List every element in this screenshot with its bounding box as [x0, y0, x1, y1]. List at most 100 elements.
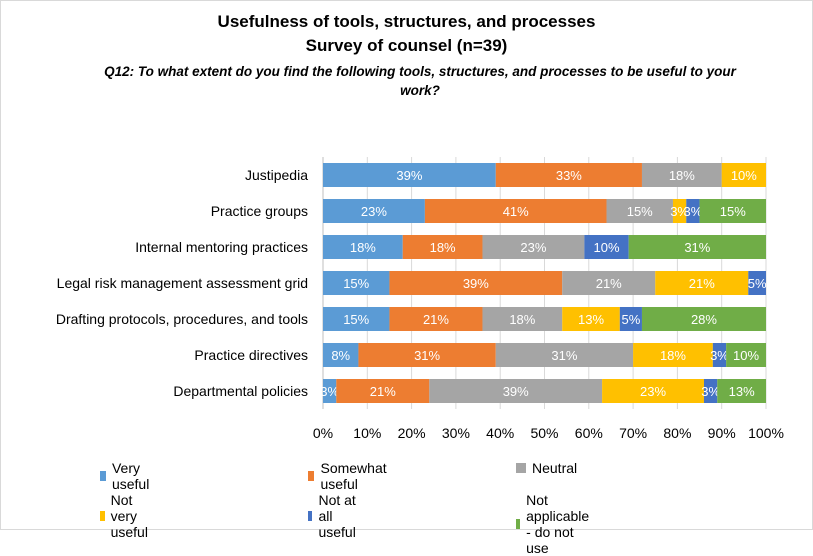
bar-segment: [358, 343, 496, 367]
data-label: 39%: [463, 276, 489, 291]
legend-item: Not at all useful: [308, 492, 361, 540]
legend-item: Not applicable - do not use: [516, 492, 595, 556]
x-tick-label: 40%: [486, 425, 514, 441]
data-label: 31%: [684, 240, 710, 255]
data-label: 18%: [430, 240, 456, 255]
data-label: 5%: [748, 276, 767, 291]
chart-title-line2: Survey of counsel (n=39): [305, 36, 508, 55]
data-label: 33%: [556, 168, 582, 183]
x-tick-label: 90%: [708, 425, 736, 441]
data-label: 10%: [733, 348, 759, 363]
bar-segment: [323, 343, 359, 367]
data-label: 15%: [343, 312, 369, 327]
legend-swatch: [100, 511, 105, 521]
data-label: 8%: [331, 348, 350, 363]
bar-segment: [562, 307, 620, 331]
data-label: 10%: [731, 168, 757, 183]
bar-segment: [686, 199, 700, 223]
data-label: 21%: [689, 276, 715, 291]
bar-segment: [429, 379, 603, 403]
bar-segment: [323, 235, 403, 259]
x-tick-label: 20%: [398, 425, 426, 441]
legend-swatch: [516, 463, 526, 473]
x-tick-label: 10%: [353, 425, 381, 441]
legend-label: Not applicable - do not use: [526, 492, 590, 556]
data-label: 13%: [729, 384, 755, 399]
legend-swatch: [100, 471, 106, 481]
data-label: 3%: [320, 384, 339, 399]
bar-segment: [703, 379, 718, 403]
category-label: Internal mentoring practices: [135, 239, 308, 255]
bar-segment: [323, 271, 390, 295]
legend-label: Very useful: [111, 460, 150, 492]
legend-item: Not very useful: [100, 492, 153, 540]
x-tick-label: 70%: [619, 425, 647, 441]
x-tick-label: 50%: [530, 425, 558, 441]
data-label: 39%: [503, 384, 529, 399]
data-label: 23%: [361, 204, 387, 219]
legend-label: Not very useful: [110, 492, 148, 540]
bar-segment: [584, 235, 629, 259]
data-label: 3%: [684, 204, 703, 219]
bar-segment: [389, 271, 563, 295]
legend-label: Not at all useful: [318, 492, 356, 540]
legend-item: Very useful: [100, 460, 153, 492]
chart-subtitle: Q12: To what extent do you find the foll…: [104, 64, 736, 98]
category-label: Drafting protocols, procedures, and tool…: [56, 311, 308, 327]
bar-segment: [323, 307, 390, 331]
data-label: 18%: [350, 240, 376, 255]
legend-label: Neutral: [532, 460, 578, 476]
bar-segment: [748, 271, 766, 295]
data-label: 39%: [396, 168, 422, 183]
category-label: Practice groups: [211, 203, 308, 219]
data-label: 15%: [627, 204, 653, 219]
data-label: 21%: [370, 384, 396, 399]
category-label: Departmental policies: [173, 383, 308, 399]
data-label: 18%: [509, 312, 535, 327]
bar-segment: [721, 163, 766, 187]
x-tick-label: 100%: [748, 425, 784, 441]
data-label: 23%: [640, 384, 666, 399]
data-label: 10%: [594, 240, 620, 255]
bar-segment: [633, 343, 713, 367]
data-label: 31%: [414, 348, 440, 363]
data-label: 5%: [621, 312, 640, 327]
legend-swatch: [516, 519, 521, 529]
legend-swatch: [308, 471, 315, 481]
bar-segment: [699, 199, 766, 223]
legend-label: Somewhat useful: [320, 460, 387, 492]
data-label: 21%: [423, 312, 449, 327]
bar-segment: [672, 199, 687, 223]
bar-segment: [323, 379, 337, 403]
bar-segment: [495, 163, 642, 187]
data-label: 31%: [551, 348, 577, 363]
data-label: 13%: [578, 312, 604, 327]
data-label: 18%: [669, 168, 695, 183]
data-label: 23%: [520, 240, 546, 255]
stacked-bar-chart: Justipedia 39% 33% 18% 10% Practice groups 23%…: [56, 157, 784, 441]
bar-segment: [323, 163, 496, 187]
data-label: 21%: [596, 276, 622, 291]
bar-segment: [323, 199, 425, 223]
bar-segment: [606, 199, 673, 223]
x-tick-label: 60%: [575, 425, 603, 441]
bar-segment: [336, 379, 430, 403]
data-label: 41%: [503, 204, 529, 219]
bar-segment: [641, 307, 766, 331]
bar-segment: [628, 235, 766, 259]
bar-segment: [482, 307, 563, 331]
bar-segment: [562, 271, 656, 295]
category-label: Legal risk management assessment grid: [57, 275, 308, 291]
data-label: 28%: [691, 312, 717, 327]
x-tick-label: 80%: [663, 425, 691, 441]
bar-segment: [717, 379, 766, 403]
category-label: Justipedia: [245, 167, 308, 183]
bar-segment: [726, 343, 766, 367]
data-label: 18%: [660, 348, 686, 363]
data-label: 3%: [670, 204, 689, 219]
data-label: 3%: [710, 348, 729, 363]
legend-item: Somewhat useful: [308, 460, 390, 492]
legend-swatch: [308, 511, 313, 521]
x-tick-label: 0%: [313, 425, 333, 441]
data-label: 3%: [701, 384, 720, 399]
